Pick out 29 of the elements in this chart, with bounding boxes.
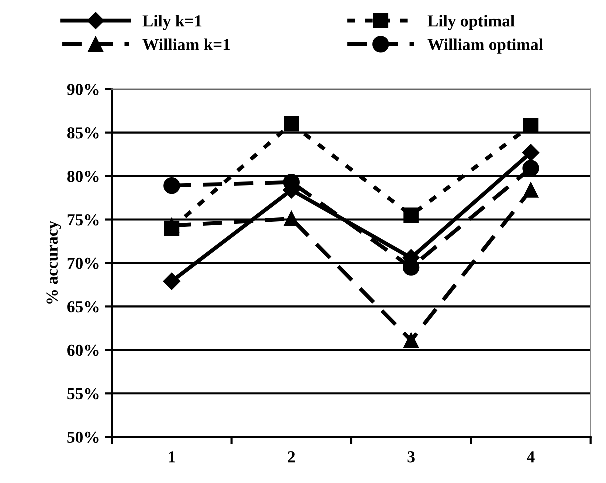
x-tick-label: 4 — [527, 452, 535, 463]
legend-label: Lily k=1 — [142, 15, 202, 30]
x-tick-label: 3 — [408, 452, 415, 463]
legend-label: Lily optimal — [428, 15, 515, 30]
y-tick-label: 90% — [67, 84, 99, 96]
legend-label: William k=1 — [142, 38, 230, 51]
legend-label: William optimal — [428, 38, 544, 54]
y-tick-label: 55% — [68, 388, 99, 400]
point — [164, 178, 180, 194]
point — [523, 118, 539, 134]
point — [284, 211, 300, 227]
point — [404, 208, 419, 224]
y-tick-label: 75% — [68, 214, 99, 226]
y-tick-label: 85% — [68, 128, 99, 139]
y-tick-label: 80% — [68, 170, 99, 182]
point — [523, 182, 539, 198]
point — [522, 160, 540, 177]
point — [404, 332, 419, 348]
y-tick-label: 60% — [68, 344, 99, 356]
y-tick-label: 65% — [68, 301, 99, 313]
y-axis-title: % accuracy — [46, 221, 62, 304]
point — [164, 220, 180, 236]
point — [522, 144, 540, 162]
x-tick-label: 1 — [169, 452, 176, 463]
y-tick-label: 50% — [68, 432, 99, 444]
y-tick-label: 70% — [68, 258, 99, 270]
x-tick-label: 2 — [288, 452, 296, 463]
point — [284, 116, 300, 132]
point — [163, 272, 181, 290]
